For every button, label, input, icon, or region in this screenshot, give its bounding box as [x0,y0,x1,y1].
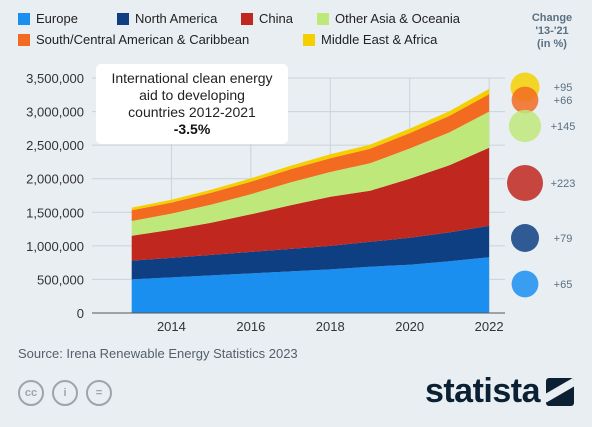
area-south-central-american-caribbean [131,94,490,221]
change-label: +79 [554,233,573,245]
y-tick-label: 2,000,000 [26,172,84,187]
change-header: (in %) [537,38,567,50]
change-label: +223 [551,178,576,190]
area-europe [131,257,490,313]
x-tick-label: 2016 [236,319,265,334]
change-header: '13-'21 [535,25,568,37]
area-north-america [131,225,490,280]
y-tick-label: 500,000 [37,272,84,287]
x-tick-label: 2018 [316,319,345,334]
change-label: +145 [551,121,576,133]
area-other-asia-oceania [131,111,490,236]
brand-mark-icon [546,377,574,406]
change-bubble [508,109,542,143]
change-bubble [511,86,539,114]
legend-swatch [241,13,253,25]
legend-swatch [18,13,30,25]
y-tick-label: 0 [77,306,84,321]
brand-name: statista [424,372,541,410]
change-header: Change [532,12,572,24]
legend: Europe North America China Other Asia & Oce… [18,11,461,47]
change-label: +66 [554,95,573,107]
annotation-highlight: -3.5% [174,121,211,137]
legend-label: South/Central American & Caribbean [36,32,249,47]
legend-swatch [303,34,315,46]
cc-icon: cc [18,380,44,406]
legend-label: China [259,11,294,26]
change-label: +95 [554,82,573,94]
change-bubble [511,224,539,252]
annotation-line: countries 2012-2021 [128,104,256,120]
change-column: Change'13-'21(in %) +95+66 +145 +223 +79 +65 [507,12,576,298]
area-series [131,88,490,313]
legend-label: Middle East & Africa [321,32,438,47]
axes: 0 500,000 1,000,000 1,500,000 2,000,000 2,500… [26,71,505,334]
legend-label: North America [135,11,218,26]
annotation-line: aid to developing [139,87,245,103]
chart: Europe North America China Other Asia & Oce… [18,11,576,334]
annotation-line: International clean energy [111,70,272,86]
brand-logo: statista [425,372,574,411]
y-tick-label: 3,000,000 [26,105,84,120]
y-tick-label: 2,500,000 [26,138,84,153]
change-bubble [507,165,543,201]
change-label: +65 [554,279,573,291]
legend-swatch [117,13,129,25]
source-note: Source: Irena Renewable Energy Statistic… [18,346,298,361]
by-icon: i [52,380,78,406]
x-tick-label: 2014 [157,319,186,334]
legend-label: Europe [36,11,78,26]
equals-icon: = [86,380,112,406]
x-tick-label: 2020 [395,319,424,334]
y-tick-label: 3,500,000 [26,71,84,86]
license-icons: cc i = [18,380,112,406]
area-china [131,147,490,261]
change-bubble [511,270,539,298]
legend-swatch [317,13,329,25]
annotation-background [96,64,288,144]
x-tick-label: 2022 [475,319,504,334]
legend-label: Other Asia & Oceania [335,11,461,26]
y-tick-label: 1,500,000 [26,205,84,220]
legend-swatch [18,34,30,46]
y-tick-label: 1,000,000 [26,239,84,254]
